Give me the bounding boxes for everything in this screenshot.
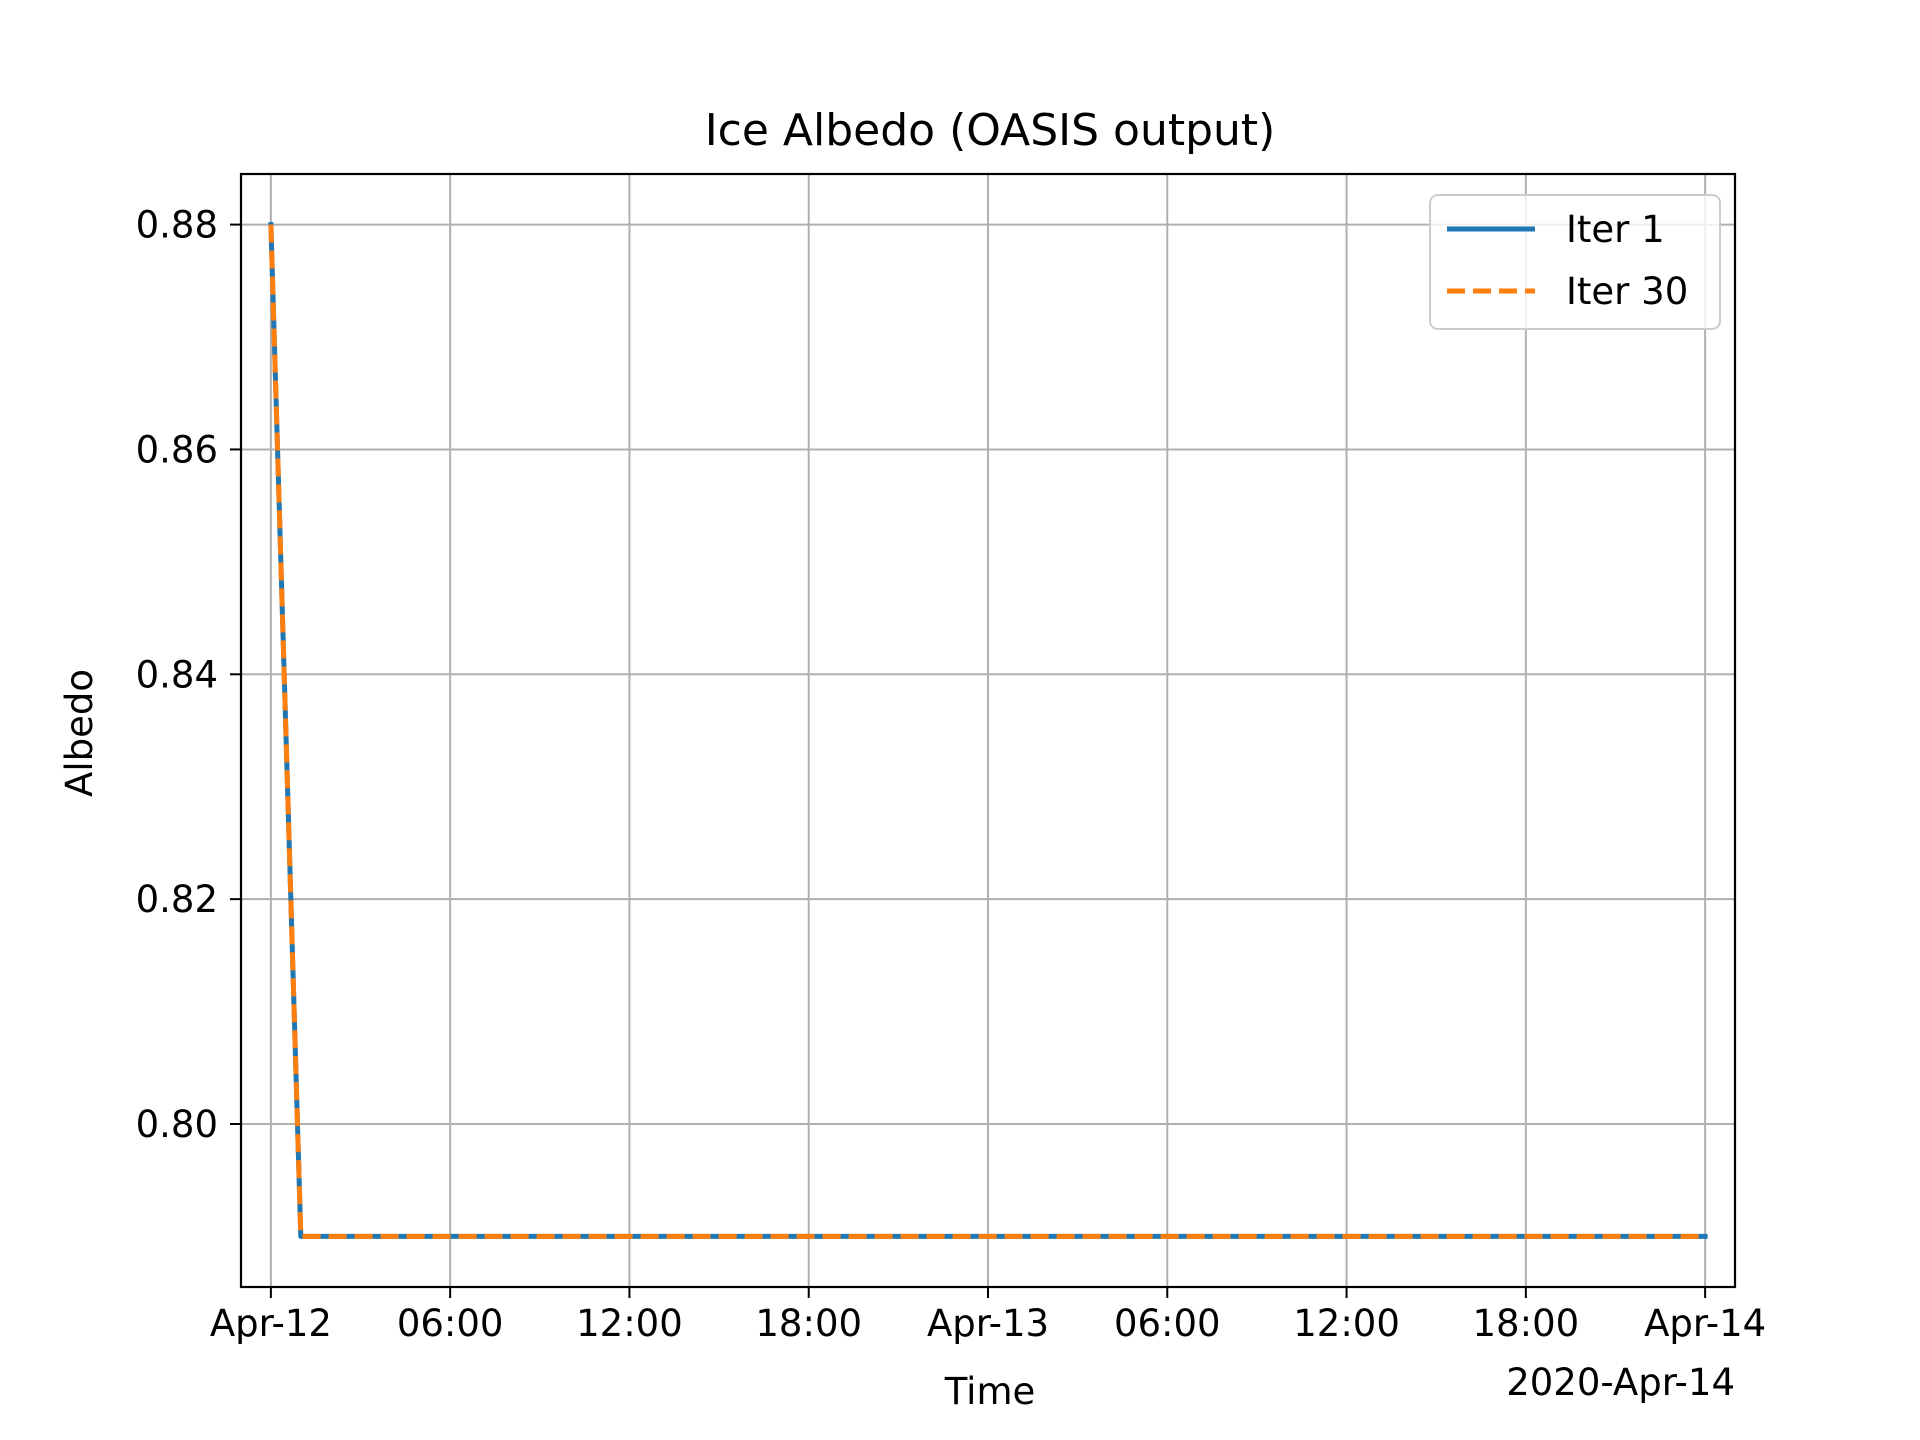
x-tick-label: 06:00 xyxy=(397,1302,504,1345)
grid xyxy=(241,174,1735,1287)
series-line-1 xyxy=(268,222,1708,1239)
legend: Iter 1 Iter 30 xyxy=(1429,194,1721,330)
x-tick-label: Apr-14 xyxy=(1644,1302,1766,1345)
y-tick-label: 0.84 xyxy=(136,653,218,696)
x-tick-label: 18:00 xyxy=(755,1302,862,1345)
chart-title: Ice Albedo (OASIS output) xyxy=(705,105,1276,156)
x-tick-label: Apr-12 xyxy=(210,1302,332,1345)
legend-label-1: Iter 1 xyxy=(1566,208,1665,251)
series-layer xyxy=(268,222,1708,1239)
y-tick-label: 0.82 xyxy=(136,878,218,921)
legend-label-2: Iter 30 xyxy=(1566,270,1688,313)
x-tick-label: 06:00 xyxy=(1114,1302,1221,1345)
x-tick-label: Apr-13 xyxy=(927,1302,1049,1345)
ticks: Apr-12 06:00 12:00 18:00 Apr-13 06:00 12:00 18:… xyxy=(136,204,1767,1345)
x-axis-label: Time xyxy=(944,1370,1036,1413)
y-tick-label: 0.80 xyxy=(136,1103,218,1146)
x-offset-label: 2020-Apr-14 xyxy=(1506,1361,1735,1404)
x-tick-label: 12:00 xyxy=(1293,1302,1400,1345)
x-tick-label: 18:00 xyxy=(1473,1302,1580,1345)
y-tick-label: 0.86 xyxy=(136,428,218,471)
y-tick-label: 0.88 xyxy=(136,204,218,247)
y-axis-label: Albedo xyxy=(58,669,101,797)
x-tick-label: 12:00 xyxy=(576,1302,683,1345)
